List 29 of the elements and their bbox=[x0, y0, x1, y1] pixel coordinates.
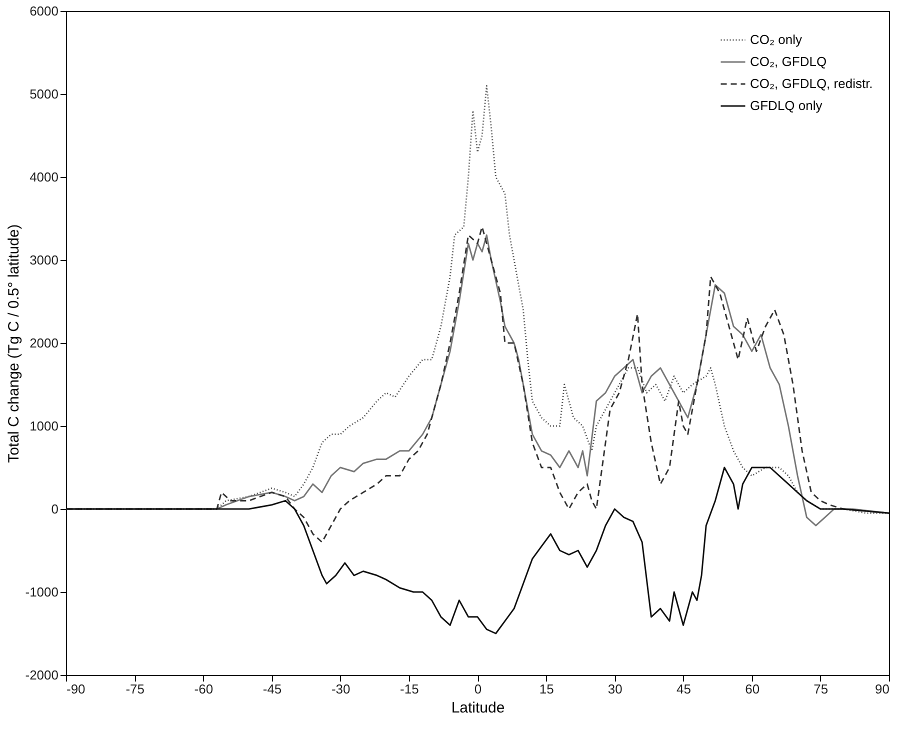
y-tick-label: 5000 bbox=[30, 86, 58, 102]
y-axis-title: Total C change (Tg C / 0.5° latitude) bbox=[5, 224, 22, 463]
y-tick-label: -1000 bbox=[25, 584, 58, 600]
y-tick-label: -2000 bbox=[25, 668, 58, 682]
x-tick-label: 60 bbox=[745, 682, 760, 696]
x-tick-label: -75 bbox=[126, 682, 144, 696]
x-tick-label: -15 bbox=[400, 682, 419, 696]
x-tick-label: 45 bbox=[676, 682, 691, 696]
x-tick-label: 90 bbox=[875, 682, 890, 696]
legend-label: CO₂, GFDLQ bbox=[750, 54, 827, 69]
x-tick-label: -90 bbox=[66, 682, 86, 696]
y-tick-label: 1000 bbox=[30, 418, 58, 434]
x-axis-title: Latitude bbox=[451, 700, 505, 716]
y-tick-label: 6000 bbox=[30, 4, 58, 18]
y-tick-label: 4000 bbox=[30, 170, 58, 184]
x-tick-label: 0 bbox=[474, 682, 482, 696]
line-series bbox=[65, 466, 890, 634]
x-tick-label: 15 bbox=[539, 682, 554, 696]
legend-label: GFDLQ only bbox=[750, 98, 823, 113]
x-tick-label: -30 bbox=[331, 682, 350, 696]
legend-label: CO₂, GFDLQ, redistr. bbox=[750, 76, 873, 91]
x-tick-label: 75 bbox=[814, 682, 828, 696]
x-tick-label: -60 bbox=[194, 682, 214, 696]
x-tick-label: 30 bbox=[608, 682, 622, 696]
y-tick-label: 3000 bbox=[30, 252, 58, 268]
y-tick-label: 0 bbox=[51, 502, 58, 516]
legend-label: CO₂ only bbox=[750, 32, 803, 47]
x-tick-label: -45 bbox=[262, 682, 282, 696]
y-tick-label: 2000 bbox=[30, 336, 58, 350]
